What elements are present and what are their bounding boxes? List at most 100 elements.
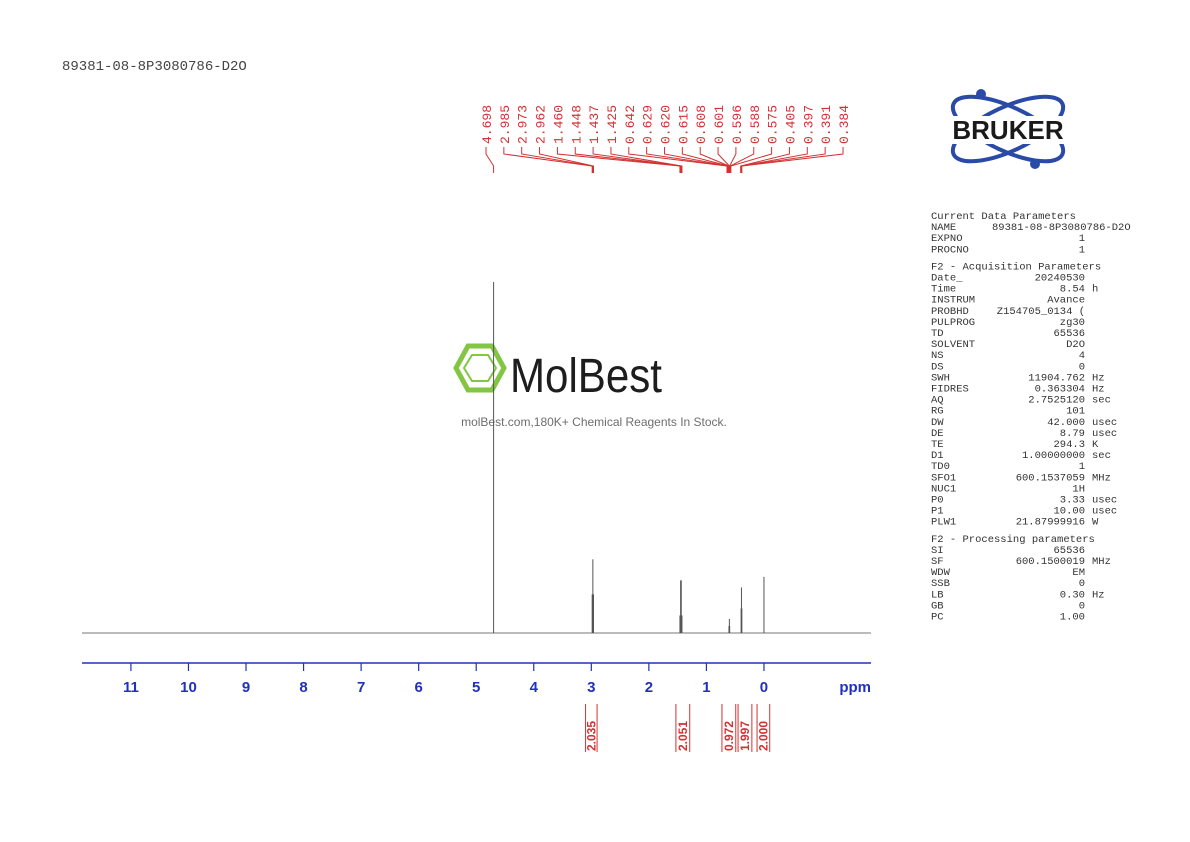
param-value: 294.3 — [1053, 439, 1085, 451]
param-value: 0 — [1079, 578, 1085, 590]
param-unit: usec — [1092, 495, 1117, 507]
param-value: 2.7525120 — [1028, 395, 1085, 407]
param-unit: usec — [1092, 417, 1117, 429]
param-value: 1 — [1079, 244, 1085, 256]
integral-label: 2.035 — [584, 721, 598, 751]
x-tick-label: 7 — [357, 679, 365, 696]
param-value: 11904.762 — [1028, 372, 1085, 384]
param-value: 20240530 — [1035, 273, 1085, 285]
param-key: PROBHD — [931, 306, 969, 318]
param-value: 1.00 — [1060, 612, 1085, 624]
param-key: TD — [931, 328, 944, 340]
peak-connector — [646, 147, 729, 173]
param-value: 65536 — [1053, 328, 1085, 340]
peak-connector — [485, 147, 495, 173]
param-heading: F2 - Acquisition Parameters — [931, 261, 1101, 273]
param-value: 65536 — [1053, 545, 1085, 557]
param-key: DW — [931, 417, 944, 429]
param-heading: Current Data Parameters — [931, 211, 1076, 223]
param-key: PC — [931, 612, 944, 624]
param-key: SF — [931, 556, 944, 568]
x-tick-label: 10 — [180, 679, 197, 696]
peak-label: 0.575 — [766, 105, 781, 144]
param-key: NAME — [931, 222, 956, 234]
peak-connector — [730, 147, 773, 173]
param-key: SWH — [931, 372, 950, 384]
peak-label: 0.608 — [694, 105, 709, 144]
sample-title: 89381-08-8P3080786-D2O — [62, 59, 247, 75]
logo-text: BRUKER — [952, 115, 1063, 145]
param-key: DE — [931, 428, 944, 440]
param-key: Time — [931, 284, 956, 296]
integral-label: 2.051 — [676, 721, 690, 751]
watermark: MolBest molBest.com,180K+ Chemical Reage… — [453, 343, 727, 429]
peak-label: 1.437 — [587, 105, 602, 144]
param-key: PLW1 — [931, 517, 956, 529]
integral-label: 2.000 — [756, 721, 770, 751]
param-value: 0.30 — [1060, 589, 1085, 601]
x-tick-label: 3 — [587, 679, 595, 696]
peak-connector — [610, 147, 683, 173]
peak-connector — [574, 147, 682, 173]
param-key: NS — [931, 350, 944, 362]
peak-connector — [521, 147, 594, 173]
param-key: PROCNO — [931, 244, 969, 256]
param-unit: sec — [1092, 395, 1111, 407]
integral-label: 1.997 — [738, 721, 752, 751]
param-value: 42.000 — [1047, 417, 1085, 429]
peak-label: 2.962 — [534, 105, 549, 144]
peak-label: 0.391 — [819, 105, 834, 144]
x-tick-label: 0 — [760, 679, 768, 696]
param-value: 600.1500019 — [1016, 556, 1085, 568]
param-unit: sec — [1092, 450, 1111, 462]
param-value: 600.1537059 — [1016, 472, 1085, 484]
param-key: PULPROG — [931, 317, 975, 329]
param-key: EXPNO — [931, 233, 963, 245]
x-tick-label: 1 — [702, 679, 710, 696]
peak-label: 1.425 — [605, 105, 620, 144]
peak-label: 0.397 — [801, 105, 816, 144]
param-value: 1.00000000 — [1022, 450, 1085, 462]
peak-label: 0.629 — [641, 105, 656, 144]
param-value: 89381-08-8P3080786-D2O — [992, 222, 1131, 234]
param-value: 4 — [1079, 350, 1085, 362]
x-tick-label: 9 — [242, 679, 250, 696]
param-value: zg30 — [1060, 317, 1085, 329]
peak-label: 4.698 — [480, 105, 495, 144]
param-unit: usec — [1092, 428, 1117, 440]
watermark-brand: MolBest — [510, 350, 662, 403]
peak-connector — [503, 147, 593, 173]
x-tick-label: 5 — [472, 679, 480, 696]
peak-label: 0.384 — [837, 105, 852, 144]
param-unit: usec — [1092, 506, 1117, 518]
param-value: 0 — [1079, 361, 1085, 373]
param-value: 1H — [1072, 483, 1085, 495]
param-unit: Hz — [1092, 372, 1105, 384]
param-value: 10.00 — [1053, 506, 1085, 518]
x-axis-label: ppm — [839, 679, 871, 696]
param-key: RG — [931, 406, 944, 418]
param-unit: K — [1092, 439, 1099, 451]
param-value: 3.33 — [1060, 495, 1085, 507]
param-key: LB — [931, 589, 944, 601]
param-value: 1 — [1079, 461, 1085, 473]
param-value: Avance — [1047, 295, 1085, 307]
peak-label: 0.588 — [748, 105, 763, 144]
peak-label: 0.596 — [730, 105, 745, 144]
param-key: NUC1 — [931, 483, 956, 495]
peak-label: 2.985 — [498, 105, 513, 144]
peak-connector — [556, 147, 681, 173]
param-key: Date_ — [931, 273, 963, 285]
x-tick-label: 4 — [530, 679, 539, 696]
param-value: Z154705_0134 ( — [997, 306, 1085, 318]
peak-connector — [628, 147, 728, 173]
peak-connector — [592, 147, 682, 173]
param-key: D1 — [931, 450, 944, 462]
param-key: P0 — [931, 495, 944, 507]
param-key: SFO1 — [931, 472, 956, 484]
param-key: GB — [931, 600, 944, 612]
param-key: AQ — [931, 395, 944, 407]
param-unit: MHz — [1092, 472, 1111, 484]
param-key: TE — [931, 439, 944, 451]
peak-label: 2.973 — [516, 105, 531, 144]
